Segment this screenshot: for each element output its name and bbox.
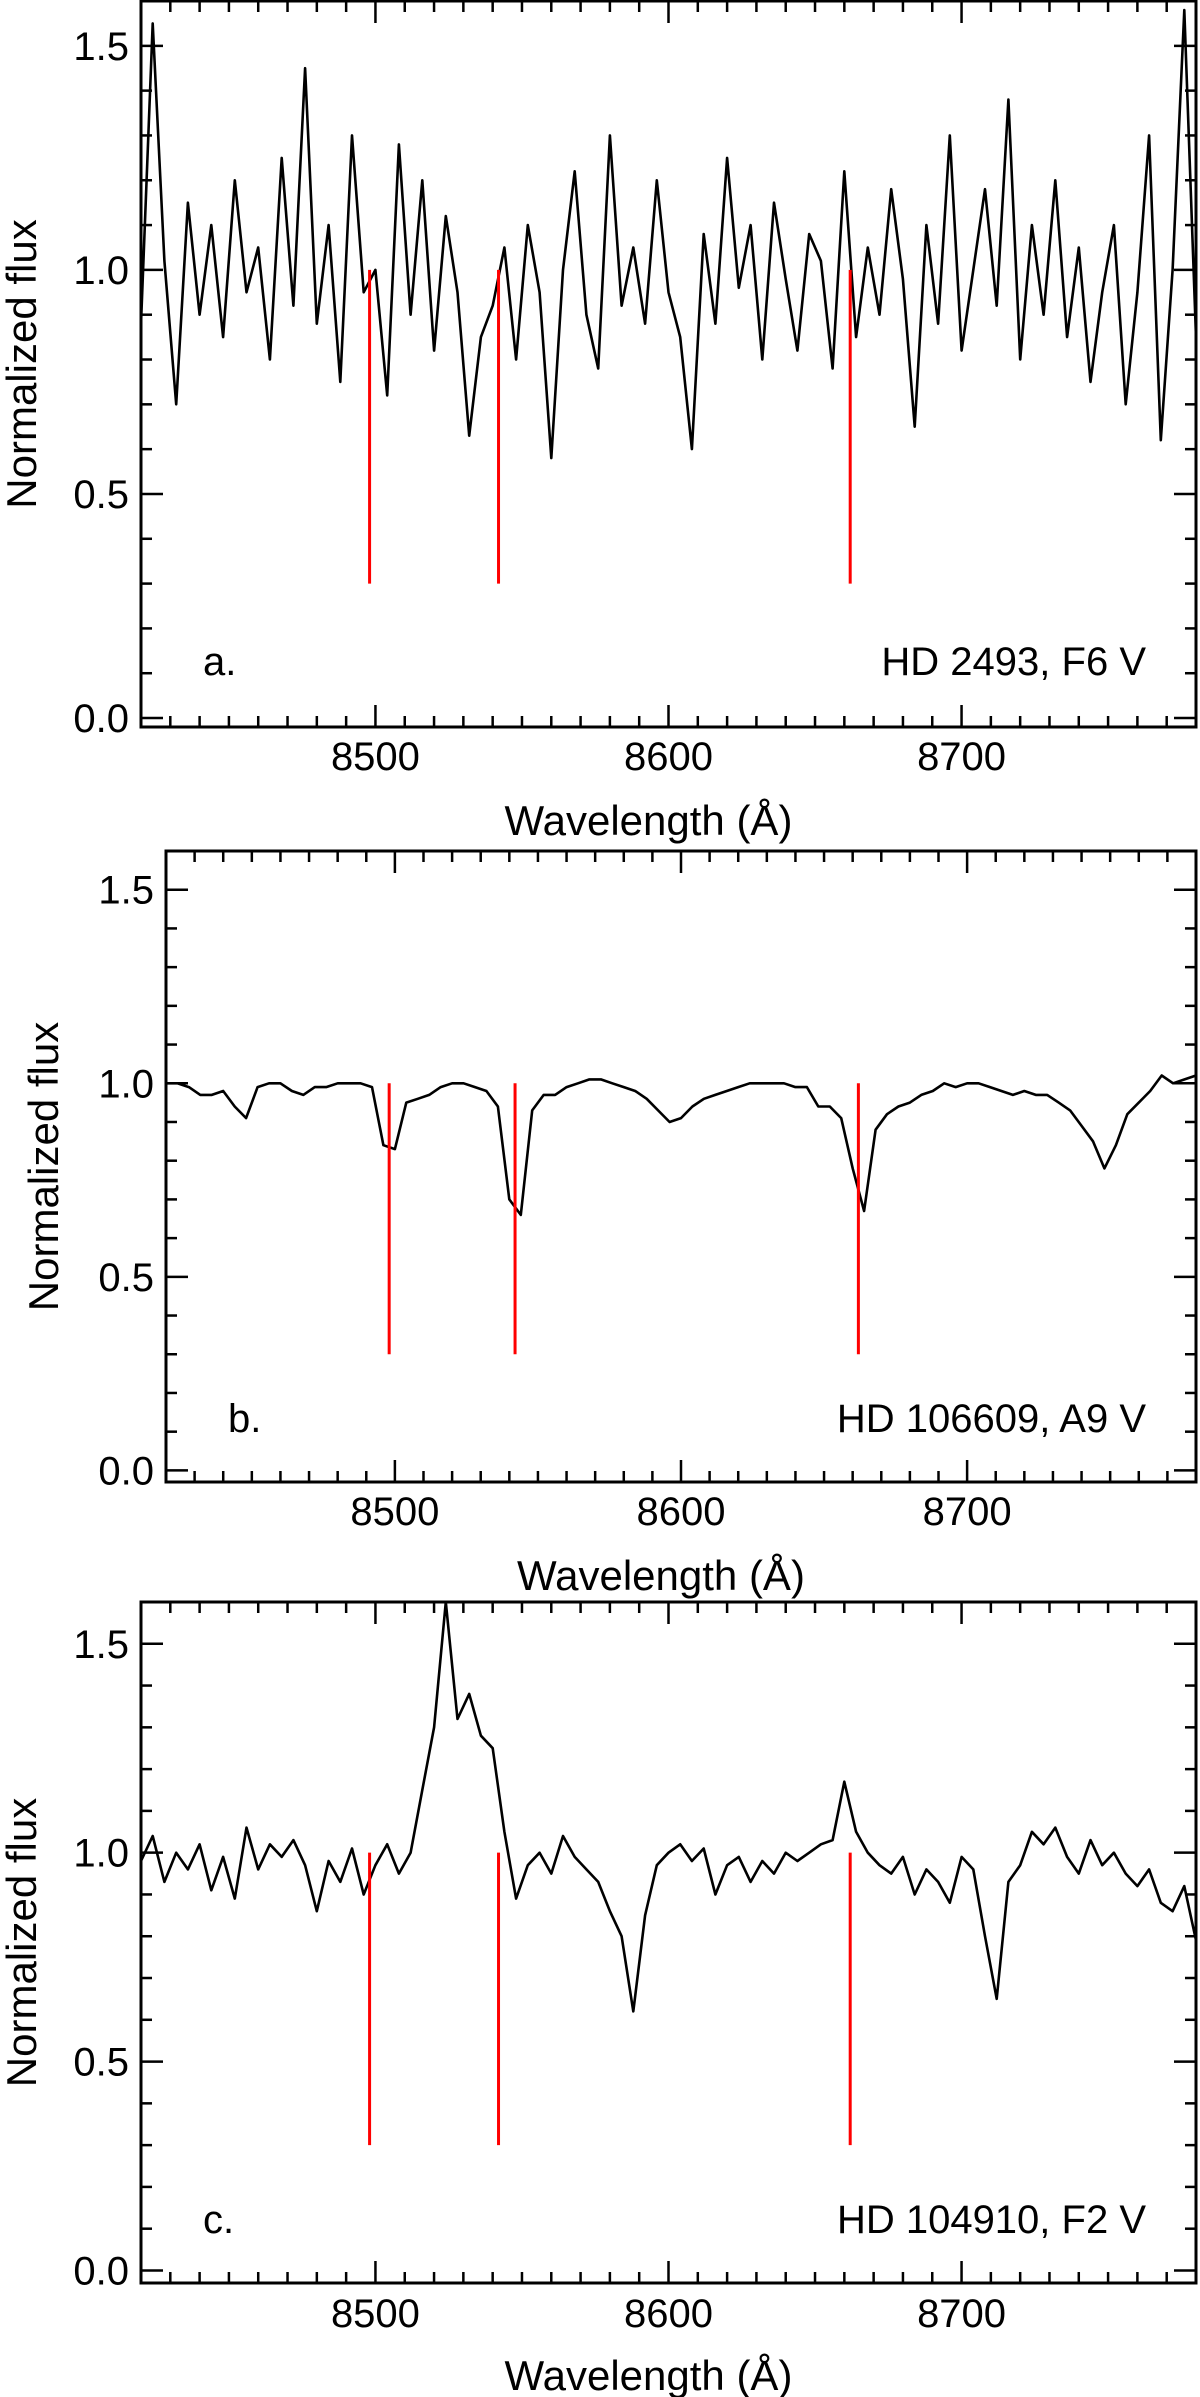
x-tick-label: 8500 <box>331 2292 420 2336</box>
x-tick-label: 8600 <box>624 2292 713 2336</box>
y-tick-label: 1.5 <box>73 25 129 69</box>
y-tick-label: 0.5 <box>73 2041 129 2085</box>
y-tick-label: 1.5 <box>98 869 154 913</box>
spectrum-line <box>139 8 1198 460</box>
x-tick-label: 8500 <box>350 1490 439 1534</box>
star-label: HD 2493, F6 V <box>881 640 1146 684</box>
panel-c: 8500 8600 8700 0.0 0.5 1.0 1.5 Wavelength (Å) No… <box>0 1600 1198 2397</box>
y-tick-label: 1.0 <box>73 249 129 293</box>
panel-label: a. <box>203 640 236 684</box>
plot-frame <box>164 849 1198 1484</box>
panel-b: 8500 8600 8700 0.0 0.5 1.0 1.5 Wavelength (Å) No… <box>20 849 1198 1599</box>
star-label: HD 106609, A9 V <box>837 1397 1146 1441</box>
x-tick-label: 8500 <box>331 735 420 779</box>
panel-label: b. <box>228 1397 261 1441</box>
x-axis-label: Wavelength (Å) <box>517 1552 805 1599</box>
spectrum-line <box>139 1600 1198 2013</box>
y-tick-label: 0.5 <box>98 1256 154 1300</box>
plot-frame <box>139 0 1198 729</box>
y-tick-label: 0.0 <box>73 697 129 741</box>
x-axis-label: Wavelength (Å) <box>505 797 793 844</box>
spectrum-line <box>166 1074 1197 1217</box>
panel-a: 8500 8600 8700 0.0 0.5 1.0 1.5 Wavelength (Å) No… <box>0 0 1198 844</box>
y-axis-label: Normalized flux <box>0 1798 45 2087</box>
y-tick-label: 1.0 <box>73 1832 129 1876</box>
x-tick-label: 8600 <box>637 1490 726 1534</box>
y-tick-label: 1.0 <box>98 1062 154 1106</box>
y-tick-label: 0.5 <box>73 473 129 517</box>
x-tick-label: 8700 <box>917 2292 1006 2336</box>
x-tick-label: 8700 <box>923 1490 1012 1534</box>
x-axis-label: Wavelength (Å) <box>505 2352 793 2397</box>
y-tick-label: 0.0 <box>98 1449 154 1493</box>
y-tick-label: 1.5 <box>73 1623 129 1667</box>
plot-frame <box>139 1600 1198 2285</box>
star-label: HD 104910, F2 V <box>837 2198 1146 2242</box>
x-tick-label: 8700 <box>917 735 1006 779</box>
y-axis-label: Normalized flux <box>20 1022 67 1311</box>
y-tick-label: 0.0 <box>73 2249 129 2293</box>
y-axis-label: Normalized flux <box>0 219 45 508</box>
panel-label: c. <box>203 2198 234 2242</box>
x-tick-label: 8600 <box>624 735 713 779</box>
